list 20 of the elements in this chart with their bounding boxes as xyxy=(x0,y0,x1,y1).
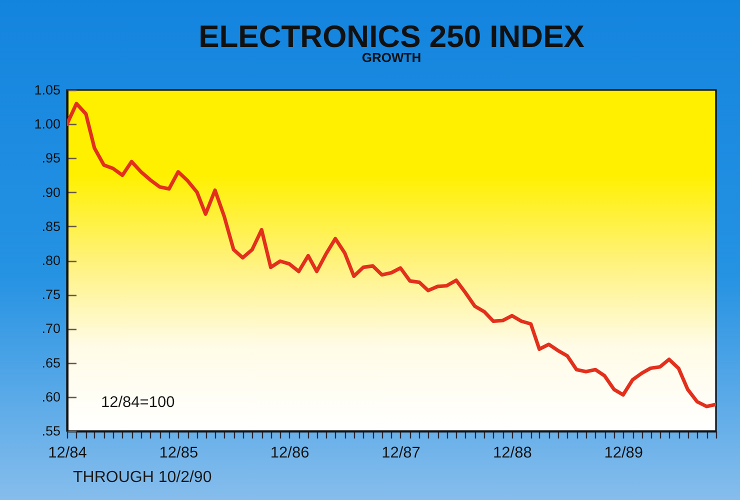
y-tick-label: .70 xyxy=(42,321,60,336)
x-tick-label: 12/84 xyxy=(48,444,88,462)
text: THROUGH 10/2/90 xyxy=(73,469,212,486)
y-tick-label: .65 xyxy=(42,355,60,370)
line-series xyxy=(67,102,716,408)
x-tick-label: 12/88 xyxy=(493,444,532,462)
y-tick-label: .75 xyxy=(42,287,60,302)
x-tick-label: 12/87 xyxy=(382,444,420,462)
annotation: 12/84=100 xyxy=(101,394,176,411)
y-tick-label: .90 xyxy=(42,184,60,200)
x-tick-label: 12/86 xyxy=(270,444,310,462)
y-tick-label: .55 xyxy=(42,424,60,438)
y-tick-label: .80 xyxy=(42,253,60,268)
x-tick-label: 12/89 xyxy=(604,444,644,462)
x-tick-label: 12/85 xyxy=(159,444,198,462)
y-tick-label: .95 xyxy=(42,150,60,166)
y-tick-label: .85 xyxy=(42,218,60,234)
y-tick-label: 1.00 xyxy=(34,116,60,132)
y-tick-label: 1.05 xyxy=(34,82,60,98)
y-tick-label: .60 xyxy=(42,389,60,404)
